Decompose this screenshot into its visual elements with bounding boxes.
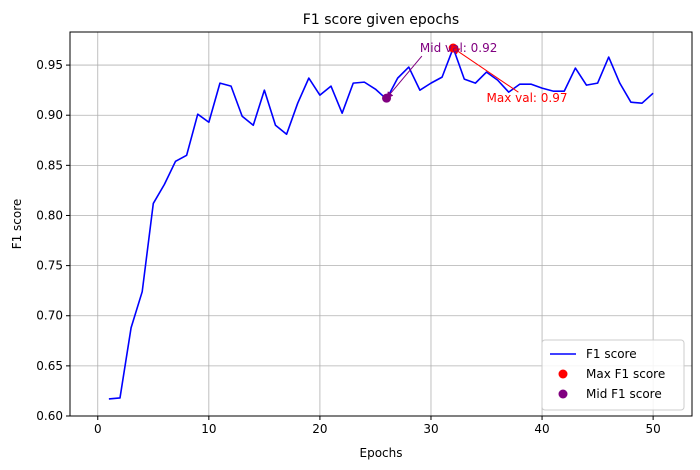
series-layer xyxy=(108,47,654,400)
legend-label: Mid F1 score xyxy=(586,387,662,401)
legend-label: Max F1 score xyxy=(586,367,665,381)
x-tick-label: 0 xyxy=(94,422,102,436)
annotation-arrow xyxy=(386,55,423,99)
y-tick-label: 0.75 xyxy=(36,259,63,273)
series-line-f1-score xyxy=(108,47,654,400)
x-axis-ticks: 0 10 20 30 40 50 xyxy=(94,416,661,436)
y-tick-label: 0.65 xyxy=(36,359,63,373)
x-tick-label: 10 xyxy=(201,422,216,436)
legend-swatch-dot xyxy=(558,369,568,379)
y-axis-ticks: 0.60 0.65 0.70 0.75 0.80 0.85 0.90 0.95 xyxy=(36,58,70,423)
annotation-layer: Max val: 0.97 Mid val: 0.92 xyxy=(386,41,568,105)
legend: F1 score Max F1 score Mid F1 score xyxy=(541,339,685,411)
legend-box xyxy=(541,339,685,411)
x-tick-label: 40 xyxy=(534,422,549,436)
y-tick-label: 0.60 xyxy=(36,409,63,423)
y-tick-label: 0.90 xyxy=(36,108,63,122)
x-tick-label: 20 xyxy=(312,422,327,436)
legend-label: F1 score xyxy=(586,347,637,361)
y-tick-label: 0.70 xyxy=(36,309,63,323)
y-tick-label: 0.95 xyxy=(36,58,63,72)
y-tick-label: 0.80 xyxy=(36,208,63,222)
chart-title: F1 score given epochs xyxy=(303,12,459,28)
plot-frame xyxy=(69,31,693,417)
annotation-text: Mid val: 0.92 xyxy=(420,41,497,55)
legend-swatch-dot xyxy=(558,389,568,399)
annotation-text: Max val: 0.97 xyxy=(487,91,568,105)
x-tick-label: 30 xyxy=(423,422,438,436)
y-tick-label: 0.85 xyxy=(36,158,63,172)
annotation-arrow xyxy=(452,47,519,93)
y-axis-label: F1 score xyxy=(10,199,24,250)
x-tick-label: 50 xyxy=(645,422,660,436)
x-axis-label: Epochs xyxy=(360,446,403,460)
